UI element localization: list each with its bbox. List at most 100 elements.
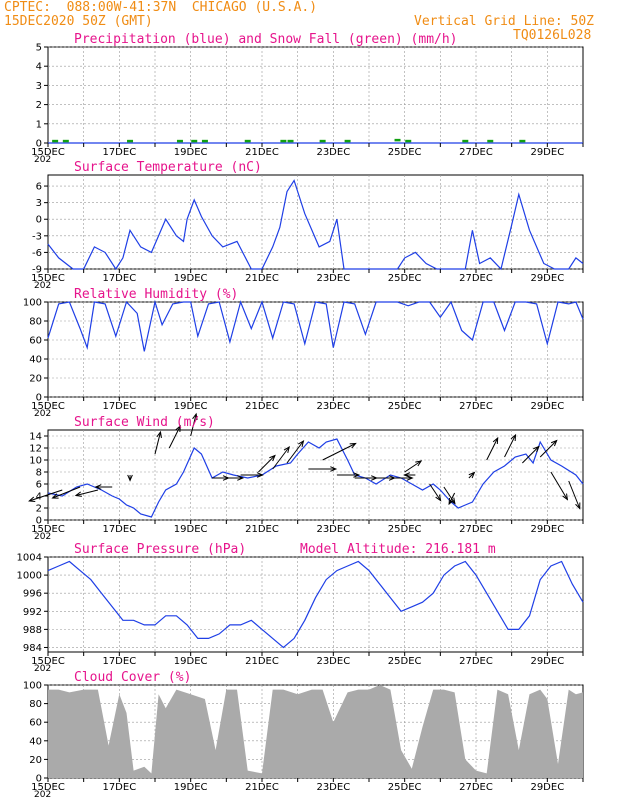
x-year-stub: 202 bbox=[34, 664, 51, 674]
wind-arrow bbox=[272, 446, 290, 470]
panel-title: Relative Humidity (%) bbox=[74, 287, 238, 302]
x-tick-label: 23DEC bbox=[316, 273, 350, 284]
x-tick-label: 21DEC bbox=[245, 782, 279, 793]
wind-arrow bbox=[52, 486, 81, 499]
x-tick-label: 29DEC bbox=[530, 147, 564, 158]
x-tick-label: 25DEC bbox=[388, 656, 422, 667]
x-tick-label: 25DEC bbox=[388, 401, 422, 412]
panel-frame bbox=[47, 301, 584, 398]
x-tick-label: 19DEC bbox=[174, 273, 208, 284]
wind-arrow bbox=[504, 434, 516, 458]
x-tick-label: 17DEC bbox=[102, 401, 136, 412]
wind-arrow-head bbox=[468, 471, 476, 479]
y-tick-label: 4 bbox=[36, 492, 42, 503]
x-tick-label: 19DEC bbox=[174, 401, 208, 412]
x-tick-label: 15DEC bbox=[31, 524, 65, 535]
x-year-stub: 202 bbox=[34, 409, 51, 419]
x-tick-label: 27DEC bbox=[459, 147, 493, 158]
x-tick-label: 15DEC bbox=[31, 782, 65, 793]
x-tick-label: 27DEC bbox=[459, 524, 493, 535]
y-tick-label: 6 bbox=[36, 182, 42, 193]
panel-frame bbox=[47, 174, 584, 270]
header-line3-right: TQ0126L028 bbox=[513, 28, 592, 43]
wind-arrow-head bbox=[533, 445, 540, 453]
x-tick-label: 21DEC bbox=[245, 147, 279, 158]
wind-arrow-head bbox=[349, 442, 357, 449]
series-line-0 bbox=[47, 299, 584, 352]
y-tick-label: 0 bbox=[36, 393, 42, 404]
wind-arrow-head bbox=[283, 445, 290, 453]
y-tick-label: 0 bbox=[36, 774, 42, 785]
panel-title: Surface Temperature (nC) bbox=[74, 160, 262, 175]
x-year-stub: 202 bbox=[34, 155, 51, 165]
y-tick-label: 6 bbox=[36, 480, 42, 491]
x-year-stub: 202 bbox=[34, 532, 51, 542]
y-tick-label: 14 bbox=[29, 432, 42, 443]
y-tick-label: 2 bbox=[36, 100, 42, 111]
panel-title: Surface Wind (m/s) bbox=[74, 415, 215, 430]
y-tick-label: 3 bbox=[36, 198, 42, 209]
x-tick-label: 23DEC bbox=[316, 147, 350, 158]
wind-arrow-head bbox=[550, 439, 558, 447]
wind-arrow-head bbox=[74, 491, 82, 497]
x-tick-label: 19DEC bbox=[174, 782, 208, 793]
wind-arrow-head bbox=[298, 439, 305, 447]
wind-arrow-head bbox=[403, 472, 411, 478]
y-tick-label: 996 bbox=[23, 589, 42, 600]
wind-arrow bbox=[522, 446, 540, 464]
panel-title: Precipitation (blue) and Snow Fall (gree… bbox=[74, 32, 458, 47]
y-tick-label: 40 bbox=[29, 736, 42, 747]
wind-arrow-head bbox=[156, 430, 162, 439]
wind-arrow bbox=[286, 440, 304, 464]
y-tick-label: 0 bbox=[36, 215, 42, 226]
x-tick-label: 29DEC bbox=[530, 656, 564, 667]
wind-arrow bbox=[568, 480, 581, 509]
x-tick-label: 19DEC bbox=[174, 147, 208, 158]
y-tick-label: 2 bbox=[36, 504, 42, 515]
wind-arrow bbox=[190, 413, 197, 437]
panel-frame bbox=[47, 556, 584, 653]
wind-arrow-head bbox=[256, 472, 264, 478]
panel-title: Cloud Cover (%) bbox=[74, 670, 191, 685]
x-tick-label: 17DEC bbox=[102, 273, 136, 284]
y-tick-label: 80 bbox=[29, 317, 42, 328]
wind-arrow bbox=[75, 489, 99, 496]
y-tick-label: 80 bbox=[29, 699, 42, 710]
x-tick-label: 27DEC bbox=[459, 273, 493, 284]
x-tick-label: 25DEC bbox=[388, 524, 422, 535]
y-tick-label: 40 bbox=[29, 355, 42, 366]
y-tick-label: 4 bbox=[36, 62, 42, 73]
wind-arrow bbox=[258, 455, 276, 473]
wind-arrow-head bbox=[415, 460, 423, 467]
y-tick-label: 1 bbox=[36, 119, 42, 130]
wind-arrow bbox=[468, 472, 475, 479]
wind-arrow bbox=[448, 492, 456, 505]
x-tick-label: 23DEC bbox=[316, 401, 350, 412]
x-tick-label: 25DEC bbox=[388, 782, 422, 793]
x-year-stub: 202 bbox=[34, 281, 51, 291]
y-tick-label: 1004 bbox=[17, 553, 42, 564]
series-line-0 bbox=[47, 438, 584, 518]
x-tick-label: 17DEC bbox=[102, 147, 136, 158]
panel-annotation: Model Altitude: 216.181 m bbox=[300, 542, 496, 557]
y-tick-label: -6 bbox=[32, 248, 42, 259]
x-tick-label: 15DEC bbox=[31, 656, 65, 667]
wind-arrow bbox=[168, 425, 181, 449]
wind-arrow bbox=[154, 431, 161, 455]
wind-arrow-head bbox=[448, 497, 454, 506]
x-tick-label: 23DEC bbox=[316, 524, 350, 535]
x-tick-label: 15DEC bbox=[31, 401, 65, 412]
wind-arrow bbox=[404, 460, 422, 473]
y-tick-label: 1000 bbox=[17, 571, 42, 582]
wind-arrow-head bbox=[330, 466, 338, 472]
x-tick-label: 17DEC bbox=[102, 782, 136, 793]
y-tick-label: 3 bbox=[36, 81, 42, 92]
panel-frame bbox=[47, 429, 584, 521]
y-tick-label: 20 bbox=[29, 374, 42, 385]
wind-arrow-head bbox=[127, 474, 133, 482]
y-tick-label: 12 bbox=[29, 444, 42, 455]
wind-arrow bbox=[550, 471, 568, 500]
wind-arrow-head bbox=[269, 454, 276, 462]
y-tick-label: 20 bbox=[29, 755, 42, 766]
y-tick-label: 100 bbox=[23, 298, 42, 309]
